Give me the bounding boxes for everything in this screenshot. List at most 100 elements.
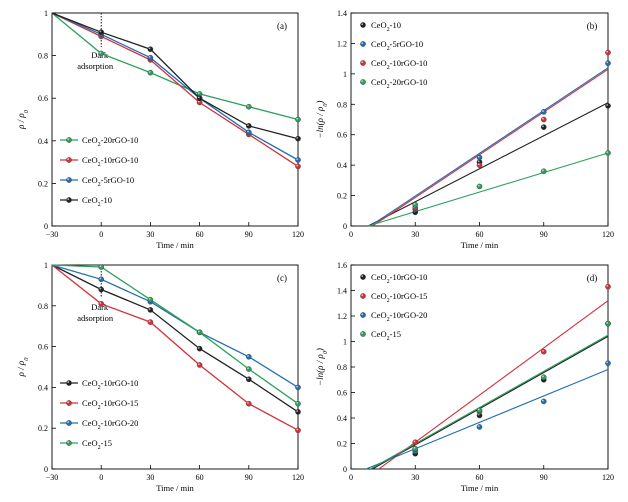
y-tick-label: 0 [44, 222, 48, 231]
fit-line [367, 152, 609, 227]
y-tick-label: 0 [343, 222, 347, 231]
y-tick-label: 0.4 [38, 137, 48, 146]
data-point [196, 345, 203, 352]
legend-marker [360, 293, 366, 299]
data-point [295, 384, 301, 391]
x-tick-label: 60 [196, 230, 204, 239]
data-point [540, 374, 547, 381]
y-tick-label: 1.2 [337, 312, 347, 321]
legend-marker [66, 380, 72, 386]
data-point [476, 162, 483, 168]
data-point [245, 366, 252, 372]
x-axis-label: Time / min [156, 240, 194, 250]
data-point [98, 286, 104, 293]
y-axis-label: −ln(ρ / ρ0) [315, 101, 329, 139]
x-tick-label: 30 [411, 230, 419, 239]
panel-label: (b) [587, 21, 598, 31]
series-line [51, 12, 299, 121]
y-tick-label: 0.6 [38, 343, 48, 352]
x-tick-label: 90 [245, 230, 253, 239]
data-point [98, 264, 104, 270]
legend-entry: CeO2-20rGO-10 [371, 77, 427, 90]
x-axis-label: Time / min [461, 483, 499, 493]
fit-line [369, 67, 609, 227]
data-point [98, 29, 104, 35]
data-point [540, 168, 547, 175]
panel-label: (c) [277, 273, 287, 283]
data-point [98, 50, 104, 57]
data-point [147, 319, 154, 325]
series-line [51, 264, 299, 431]
legend-entry: CeO2-10 [82, 195, 112, 208]
data-point [98, 276, 104, 283]
fit-line [365, 369, 609, 470]
y-tick-label: 0.4 [337, 414, 347, 423]
legend-marker [360, 331, 366, 337]
dark-adsorption-label: adsorption [77, 61, 114, 71]
y-tick-label: 0.4 [38, 383, 48, 392]
data-point [245, 400, 252, 407]
fit-line [370, 334, 609, 470]
data-point [476, 407, 483, 414]
y-tick-label: 1.4 [337, 9, 347, 18]
series-line [51, 264, 299, 388]
y-tick-label: 1 [44, 9, 48, 18]
fit-line [372, 335, 609, 470]
x-tick-label: 90 [540, 230, 548, 239]
fit-line [367, 102, 609, 227]
data-point [540, 398, 547, 405]
legend-marker [66, 420, 72, 426]
data-point [605, 60, 611, 67]
series-line [51, 264, 299, 413]
data-point [147, 54, 154, 61]
y-tick-label: 0.6 [38, 94, 48, 103]
x-tick-label: 120 [602, 230, 614, 239]
dark-adsorption-label: adsorption [77, 313, 114, 323]
x-tick-label: 0 [99, 230, 103, 239]
data-point [245, 123, 252, 129]
x-tick-label: −30 [46, 230, 59, 239]
data-point [196, 329, 203, 336]
y-tick-label: 0.4 [337, 161, 347, 170]
legend-marker [360, 41, 366, 47]
data-point [476, 154, 483, 161]
x-tick-label: 120 [602, 473, 614, 482]
dark-adsorption-label: Dark [91, 302, 109, 312]
legend-marker [360, 79, 366, 85]
y-tick-label: 0 [44, 465, 48, 474]
data-point [147, 296, 154, 303]
data-point [295, 400, 301, 407]
y-tick-label: 1 [343, 70, 347, 79]
data-point [476, 183, 483, 190]
legend-marker [66, 440, 72, 446]
data-point [295, 427, 301, 434]
data-point [605, 150, 611, 156]
panel-d: 0 30 60 90 120 0 0.2 0.4 0.6 0.8 1 1.2 1.4 1.6 Time / … [315, 261, 614, 493]
data-point [540, 109, 547, 115]
data-point [605, 320, 611, 327]
legend-marker [66, 197, 72, 203]
data-point [245, 353, 252, 360]
x-tick-label: 120 [292, 230, 304, 239]
data-point [605, 103, 611, 109]
legend-marker [360, 22, 366, 28]
data-point [412, 445, 419, 452]
x-tick-label: 0 [349, 230, 353, 239]
data-point [605, 49, 611, 56]
data-point [295, 163, 301, 170]
data-point [540, 348, 547, 355]
x-tick-label: 60 [476, 473, 484, 482]
data-point [412, 439, 419, 446]
y-tick-label: 0.6 [337, 131, 347, 140]
legend-marker [66, 177, 72, 183]
legend-entry: CeO2-20rGO-10 [82, 135, 138, 148]
legend-entry: CeO2-10rGO-10 [82, 155, 138, 168]
x-tick-label: −30 [46, 473, 59, 482]
legend-marker [360, 312, 366, 318]
y-tick-label: 1.6 [337, 261, 347, 270]
x-tick-label: 120 [292, 473, 304, 482]
x-axis-label: Time / min [461, 240, 499, 250]
y-tick-label: 0.6 [337, 389, 347, 398]
